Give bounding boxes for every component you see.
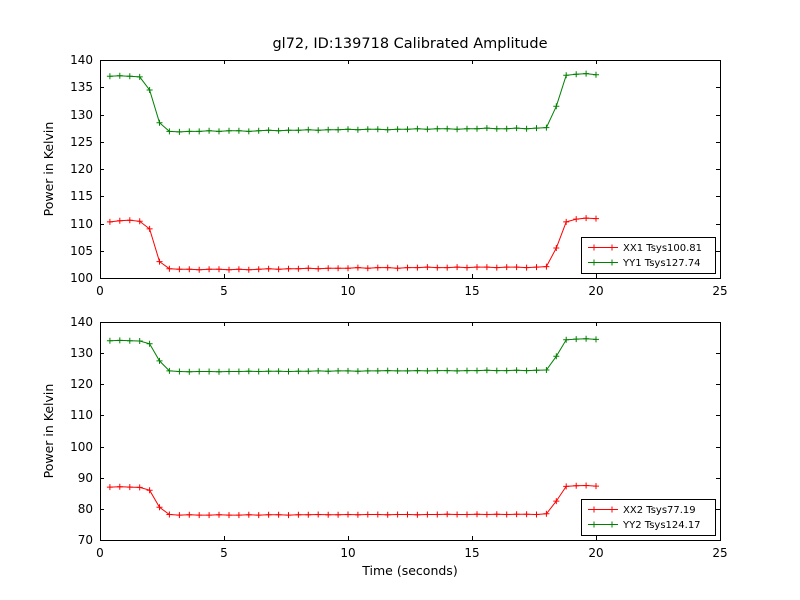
x-tick-label: 10 [340, 284, 355, 298]
x-tick-label: 15 [464, 284, 479, 298]
axes-frame [100, 60, 721, 279]
legend-key [588, 244, 618, 251]
y-tick-label: 110 [70, 217, 93, 231]
y-tick-label: 115 [70, 189, 93, 203]
legend-label: XX1 Tsys100.81 [623, 243, 702, 254]
y-tick-label: 100 [70, 440, 93, 454]
x-tick-label: 5 [220, 546, 228, 560]
x-tick-label: 20 [588, 284, 603, 298]
x-tick-label: 20 [588, 546, 603, 560]
y-tick-label: 120 [70, 162, 93, 176]
y-tick-label: 100 [70, 271, 93, 285]
x-tick-label: 0 [96, 546, 104, 560]
legend: XX1 Tsys100.81 YY1 Tsys127.74 [581, 237, 716, 274]
legend-label: YY1 Tsys127.74 [622, 258, 701, 269]
y-tick-label: 120 [70, 377, 93, 391]
legend-key [588, 506, 618, 513]
legend-key [588, 259, 618, 266]
legend-label: YY2 Tsys124.17 [622, 520, 701, 531]
y-tick-label: 130 [70, 346, 93, 360]
x-tick-label: 5 [220, 284, 228, 298]
tick-labels: 0 5 10 15 20 25 100 105 110 115 120 125 130 135 140 [70, 53, 728, 298]
y-tick-label: 110 [70, 408, 93, 422]
y-axis-label: Power in Kelvin [41, 122, 56, 217]
y-tick-label: 135 [70, 80, 93, 94]
y-tick-label: 125 [70, 135, 93, 149]
plus-markers [106, 482, 599, 519]
tick-labels: 0 5 10 15 20 25 70 80 90 100 110 120 130 140 [70, 315, 728, 560]
legend-frame [581, 499, 716, 536]
series-YY2 [106, 335, 599, 375]
legend-frame [581, 237, 716, 274]
series-YY1 [106, 70, 599, 135]
series-XX1 [106, 215, 599, 273]
y-axis-label: Power in Kelvin [41, 384, 56, 479]
plus-markers [106, 215, 599, 273]
x-axis-label: Time (seconds) [361, 563, 457, 578]
y-tick-label: 140 [70, 53, 93, 67]
legend-label: XX2 Tsys77.19 [623, 505, 696, 516]
x-tick-label: 25 [712, 546, 727, 560]
subplot-top: 0 5 10 15 20 25 100 105 110 115 120 125 130 135 140 Pow… [41, 53, 728, 298]
x-tick-label: 25 [712, 284, 727, 298]
legend: XX2 Tsys77.19 YY2 Tsys124.17 [581, 499, 716, 536]
legend-key [588, 521, 618, 528]
plus-markers [106, 70, 599, 135]
y-tick-label: 90 [78, 471, 93, 485]
x-tick-label: 10 [340, 546, 355, 560]
y-tick-label: 140 [70, 315, 93, 329]
y-tick-label: 105 [70, 244, 93, 258]
figure-title: gl72, ID:139718 Calibrated Amplitude [272, 36, 548, 52]
axes-frame [100, 322, 721, 541]
y-tick-label: 80 [78, 502, 93, 516]
series-XX2 [106, 482, 599, 519]
y-tick-label: 70 [78, 533, 93, 547]
y-tick-label: 130 [70, 108, 93, 122]
x-tick-label: 0 [96, 284, 104, 298]
plus-markers [106, 335, 599, 375]
subplot-bottom: 0 5 10 15 20 25 70 80 90 100 110 120 130 140 Power in … [41, 315, 728, 578]
x-tick-label: 15 [464, 546, 479, 560]
